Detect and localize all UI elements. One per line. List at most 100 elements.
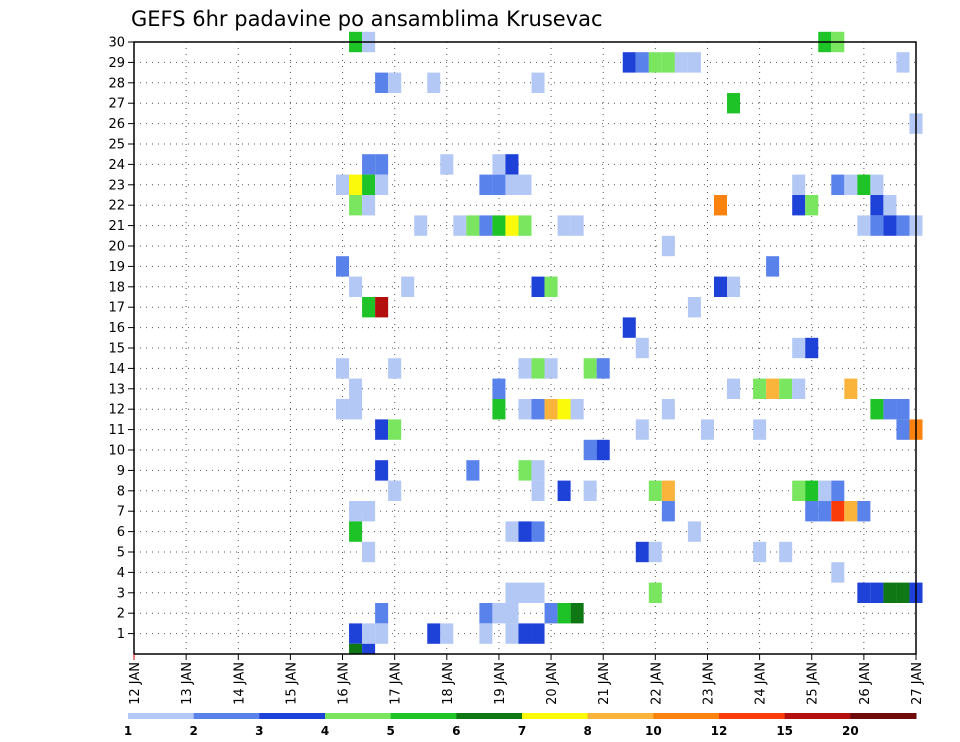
legend-swatch: [128, 713, 195, 719]
heatmap-cell: [388, 480, 402, 501]
heatmap-cell: [648, 582, 662, 603]
heatmap-cell: [505, 582, 519, 603]
heatmap-cell: [466, 215, 480, 236]
x-tick-label: 12 JAN: [128, 662, 143, 705]
legend-swatch: [719, 713, 786, 719]
heatmap-cell: [727, 276, 741, 297]
legend-swatch: [456, 713, 523, 719]
heatmap-cell: [896, 52, 910, 73]
heatmap-cell: [388, 419, 402, 440]
heatmap-cell: [883, 582, 897, 603]
heatmap-cell: [661, 399, 675, 420]
heatmap-cell: [870, 399, 884, 420]
heatmap-cell: [349, 378, 363, 399]
y-tick-label: 8: [117, 484, 125, 499]
y-tick-label: 12: [108, 403, 125, 418]
heatmap-cell: [831, 174, 845, 195]
heatmap-cell: [635, 541, 649, 563]
y-tick-label: 2: [117, 607, 125, 622]
heatmap-cell: [518, 174, 532, 195]
heatmap-cell: [388, 358, 402, 379]
heatmap-cell: [518, 399, 532, 420]
heatmap-cell: [427, 623, 441, 644]
heatmap-cell: [492, 215, 506, 236]
heatmap-cell: [336, 399, 350, 420]
heatmap-cell: [505, 521, 519, 542]
heatmap-cell: [635, 52, 649, 73]
heatmap-cell: [622, 317, 636, 338]
heatmap-cell: [766, 256, 780, 277]
legend-label: 4: [321, 724, 329, 738]
y-tick-label: 24: [108, 158, 125, 173]
heatmap-cell: [648, 480, 662, 501]
heatmap-cell: [779, 541, 793, 563]
heatmap-cell: [531, 460, 545, 481]
heatmap-cell: [505, 215, 519, 236]
heatmap-cell: [479, 215, 493, 236]
heatmap-cell: [440, 154, 454, 175]
y-tick-label: 16: [108, 321, 125, 336]
legend-swatch: [587, 713, 654, 719]
heatmap-cell: [518, 623, 532, 644]
y-tick-label: 5: [117, 546, 125, 561]
heatmap-cell: [661, 235, 675, 257]
legend-label: 10: [645, 724, 662, 738]
heatmap-cell: [700, 419, 714, 440]
chart-title: GEFS 6hr padavine po ansamblima Krusevac: [131, 7, 603, 31]
heatmap-cell: [375, 72, 389, 93]
heatmap-cell: [792, 337, 806, 359]
heatmap-cell: [583, 358, 597, 379]
legend-label: 6: [452, 724, 460, 738]
heatmap-cell: [896, 582, 910, 603]
heatmap-cell: [349, 521, 363, 542]
heatmap-cell: [779, 378, 793, 399]
heatmap-cell: [362, 154, 376, 175]
x-tick-label: 26 JAN: [858, 662, 873, 705]
x-tick-label: 16 JAN: [337, 662, 352, 705]
x-tick-label: 20 JAN: [545, 662, 560, 705]
heatmap-cell: [531, 521, 545, 542]
heatmap-cell: [844, 501, 858, 522]
x-tick-label: 24 JAN: [754, 662, 769, 705]
heatmap-cell: [518, 521, 532, 542]
y-tick-label: 11: [108, 423, 125, 438]
heatmap-cell: [596, 439, 610, 461]
y-tick-label: 9: [117, 464, 125, 479]
heatmap-cell: [896, 215, 910, 236]
heatmap-cell: [727, 378, 741, 399]
heatmap-cell: [557, 603, 571, 624]
heatmap-cell: [661, 480, 675, 501]
heatmap-cell: [896, 399, 910, 420]
heatmap-cell: [479, 623, 493, 644]
heatmap-cell: [388, 72, 402, 93]
heatmap-cell: [544, 276, 558, 297]
heatmap-cell: [870, 215, 884, 236]
heatmap-cell: [792, 174, 806, 195]
heatmap-cell: [492, 399, 506, 420]
heatmap-cell: [805, 480, 819, 501]
heatmap-cell: [805, 501, 819, 522]
legend-label: 3: [255, 724, 263, 738]
heatmap-cell: [870, 174, 884, 195]
heatmap-cell: [375, 174, 389, 195]
heatmap-cell: [362, 195, 376, 216]
heatmap-cell: [857, 582, 871, 603]
heatmap-cell: [349, 276, 363, 297]
heatmap-cell: [349, 399, 363, 420]
legend-swatch: [193, 713, 260, 719]
legend-label: 8: [583, 724, 591, 738]
legend-swatch: [325, 713, 392, 719]
heatmap-cell: [518, 215, 532, 236]
y-tick-label: 3: [117, 586, 125, 601]
legend-label: 7: [518, 724, 526, 738]
heatmap-cell: [427, 72, 441, 93]
heatmap-cell: [713, 276, 728, 297]
y-tick-label: 21: [108, 219, 125, 234]
heatmap-cell: [375, 154, 389, 175]
heatmap-cell: [557, 215, 571, 236]
heatmap-cell: [583, 480, 597, 501]
heatmap-cell: [531, 480, 545, 501]
heatmap-cell: [648, 52, 662, 73]
legend-label: 2: [189, 724, 197, 738]
y-tick-label: 22: [108, 199, 125, 214]
